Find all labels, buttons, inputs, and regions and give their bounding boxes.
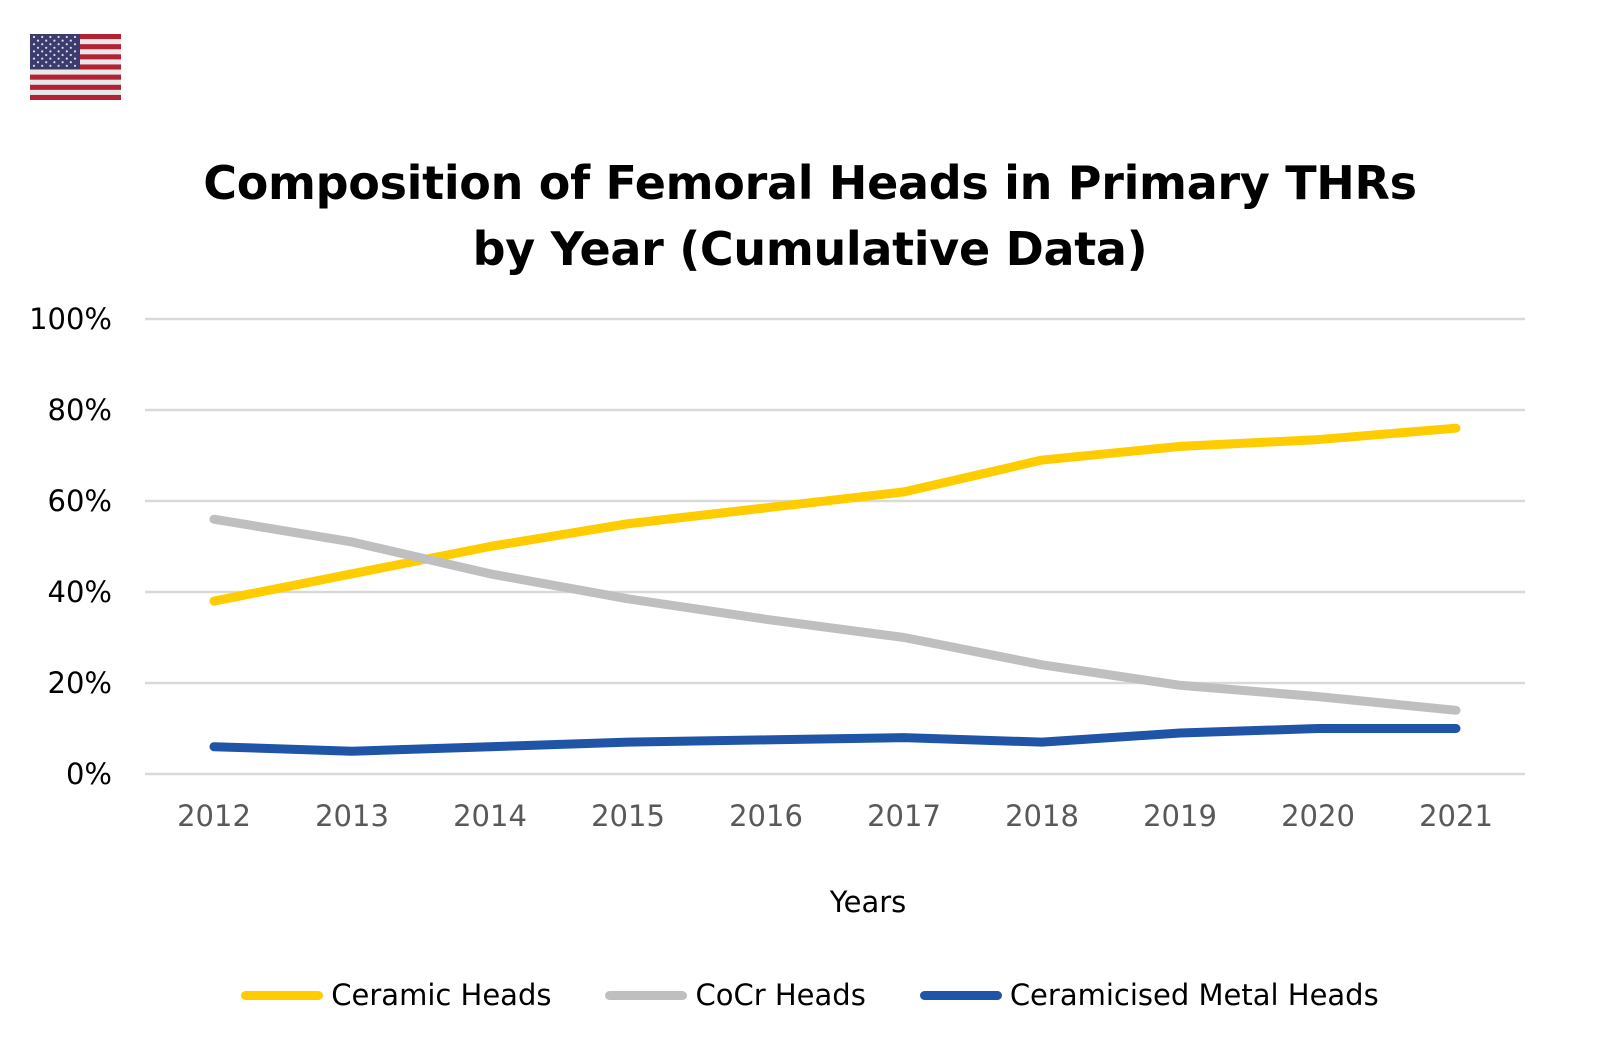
- flag-star: [32, 64, 36, 67]
- flag-star: [73, 64, 77, 67]
- legend-swatch: [605, 990, 688, 1000]
- flag-star: [36, 39, 40, 42]
- x-tick-label: 2021: [1419, 799, 1493, 833]
- flag-stripe: [30, 89, 121, 96]
- flag-star: [57, 35, 60, 39]
- x-tick-label: 2020: [1281, 799, 1355, 833]
- legend-swatch: [241, 990, 324, 1000]
- legend-item: CoCr Heads: [605, 978, 866, 1012]
- series-line-ceramic-heads: [209, 423, 1461, 606]
- flag-stripe: [30, 79, 121, 86]
- flag-star: [41, 57, 44, 60]
- flag-star: [45, 46, 48, 49]
- y-tick-label: 60%: [48, 484, 112, 518]
- y-axis-tick-labels: 0% 20% 40% 60% 80% 100%: [29, 302, 112, 791]
- flag-star: [36, 46, 40, 49]
- x-tick-label: 2015: [591, 799, 665, 833]
- flag-star: [41, 43, 44, 46]
- legend: Ceramic Heads CoCr Heads Ceramicised Metal…: [0, 978, 1620, 1012]
- flag-star: [53, 46, 56, 49]
- chart-title-line-1: Composition of Femoral Heads in Primary …: [203, 156, 1417, 210]
- flag-star: [73, 43, 77, 46]
- flag-star: [32, 57, 36, 60]
- flag-stripe: [30, 69, 121, 75]
- legend-item: Ceramic Heads: [241, 978, 551, 1012]
- flag-star: [45, 53, 48, 57]
- flag-star: [57, 43, 60, 46]
- x-tick-label: 2014: [453, 799, 527, 833]
- flag-star: [32, 35, 36, 39]
- x-tick-label: 2012: [177, 799, 251, 833]
- flag-star: [73, 50, 77, 53]
- x-tick-label: 2016: [729, 799, 803, 833]
- series-lines: [209, 423, 1461, 756]
- legend-label: Ceramicised Metal Heads: [1009, 978, 1379, 1012]
- flag-star: [61, 53, 64, 57]
- flag-star: [49, 64, 52, 67]
- flag-star: [61, 39, 64, 42]
- flag-stripe: [30, 94, 121, 100]
- flag-star: [41, 50, 44, 53]
- flag-star: [32, 43, 36, 46]
- x-axis-tick-labels: 2012 2013 2014 2015 2016 2017 2018 2019 2020 2021: [177, 799, 1493, 833]
- flag-star: [65, 57, 68, 60]
- flag-star: [57, 64, 60, 67]
- flag-star: [73, 57, 77, 60]
- flag-star: [69, 46, 72, 49]
- flag-star: [49, 35, 52, 39]
- flag-star: [65, 43, 68, 46]
- legend-swatch: [919, 990, 1002, 1000]
- flag-star: [65, 64, 68, 67]
- y-tick-label: 0%: [66, 757, 112, 791]
- chart-title: Composition of Femoral Heads in Primary …: [0, 150, 1620, 282]
- legend-item: Ceramicised Metal Heads: [919, 978, 1379, 1012]
- flag-star: [69, 53, 72, 57]
- flag-star: [49, 57, 52, 60]
- y-tick-label: 80%: [48, 393, 112, 427]
- flag-star: [61, 46, 64, 49]
- series-line-ceramicised-metal-heads: [209, 724, 1461, 756]
- y-tick-label: 100%: [29, 302, 112, 336]
- legend-label: Ceramic Heads: [331, 978, 552, 1012]
- flag-star: [36, 53, 40, 57]
- x-tick-label: 2019: [1143, 799, 1217, 833]
- flag-star: [49, 50, 52, 53]
- flag-star: [41, 64, 44, 67]
- flag-star: [45, 61, 48, 64]
- flag-star: [57, 50, 60, 53]
- flag-star: [53, 39, 56, 42]
- chart-title-line-2: by Year (Cumulative Data): [472, 222, 1148, 276]
- flag-star: [73, 35, 77, 39]
- flag-star: [65, 35, 68, 39]
- flag-star: [49, 43, 52, 46]
- x-tick-label: 2018: [1005, 799, 1079, 833]
- flag-star: [61, 61, 64, 64]
- flag-star: [41, 35, 44, 39]
- flag-star: [32, 50, 36, 53]
- flag-star: [53, 61, 56, 64]
- flag-stripe: [30, 84, 121, 91]
- flag-star: [65, 50, 68, 53]
- flag-star: [53, 53, 56, 57]
- x-tick-label: 2017: [867, 799, 941, 833]
- us-flag-icon: [30, 34, 121, 100]
- flag-stripe: [30, 74, 121, 80]
- flag-star: [36, 61, 40, 64]
- y-tick-label: 40%: [48, 575, 112, 609]
- y-tick-label: 20%: [48, 666, 112, 700]
- flag-star: [69, 61, 72, 64]
- x-tick-label: 2013: [315, 799, 389, 833]
- x-axis-title: Years: [829, 885, 907, 919]
- flag-star: [45, 39, 48, 42]
- flag-star: [57, 57, 60, 60]
- legend-label: CoCr Heads: [695, 978, 866, 1012]
- flag-star: [69, 39, 72, 42]
- series-line-cocr-heads: [209, 514, 1461, 715]
